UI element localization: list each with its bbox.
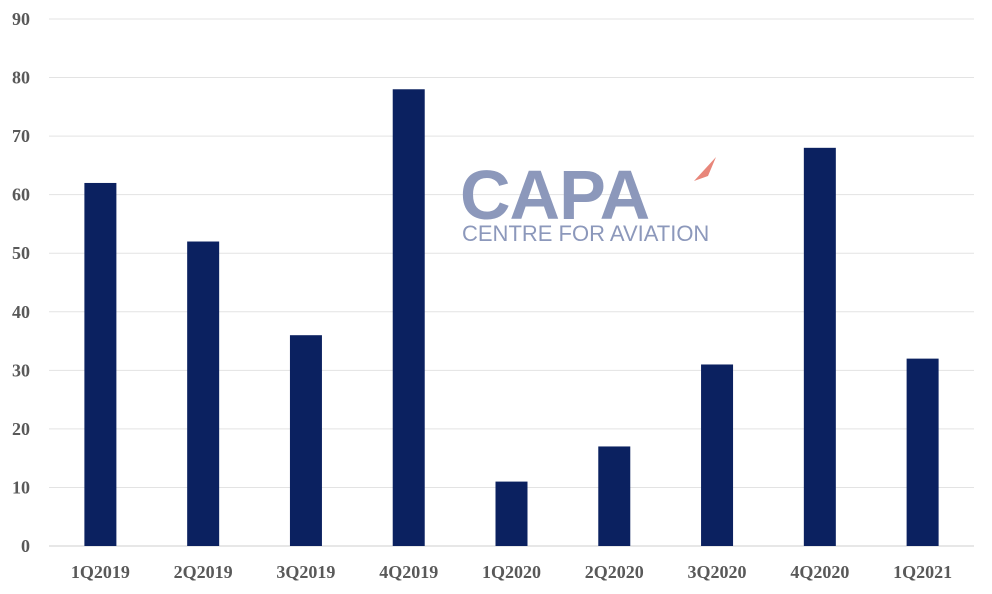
x-tick-label: 1Q2019 bbox=[71, 562, 130, 582]
bar-3Q2019 bbox=[289, 335, 322, 546]
x-axis-labels: 1Q2019 2Q2019 3Q2019 4Q2019 1Q2020 2Q2020 3Q20… bbox=[71, 562, 952, 582]
x-tick-label: 2Q2020 bbox=[585, 562, 644, 582]
bar-1Q2020 bbox=[495, 481, 528, 546]
x-tick-label: 4Q2019 bbox=[379, 562, 438, 582]
y-tick-label: 90 bbox=[12, 9, 30, 29]
bar-2Q2019 bbox=[187, 241, 220, 546]
bars bbox=[84, 89, 939, 547]
x-tick-label: 1Q2020 bbox=[482, 562, 541, 582]
y-tick-label: 30 bbox=[12, 360, 30, 380]
y-tick-label: 50 bbox=[12, 243, 30, 263]
y-tick-label: 70 bbox=[12, 126, 30, 146]
x-tick-label: 2Q2019 bbox=[174, 562, 233, 582]
bar-3Q2020 bbox=[701, 364, 734, 546]
y-tick-label: 0 bbox=[21, 536, 30, 556]
x-tick-label: 1Q2021 bbox=[893, 562, 952, 582]
y-tick-label: 10 bbox=[12, 477, 30, 497]
y-tick-label: 40 bbox=[12, 302, 30, 322]
y-tick-label: 80 bbox=[12, 68, 30, 88]
y-tick-label: 60 bbox=[12, 185, 30, 205]
logo-swoosh-icon bbox=[694, 157, 716, 181]
logo-tagline: CENTRE FOR AVIATION bbox=[462, 221, 709, 246]
x-tick-label: 3Q2019 bbox=[276, 562, 335, 582]
bar-2Q2020 bbox=[598, 446, 631, 546]
bar-1Q2019 bbox=[84, 182, 117, 546]
bar-4Q2019 bbox=[392, 89, 425, 547]
x-tick-label: 3Q2020 bbox=[688, 562, 747, 582]
bar-1Q2021 bbox=[906, 358, 939, 546]
capa-watermark-logo: CAPA CENTRE FOR AVIATION bbox=[460, 156, 716, 246]
x-tick-label: 4Q2020 bbox=[790, 562, 849, 582]
y-tick-label: 20 bbox=[12, 419, 30, 439]
logo-word: CAPA bbox=[460, 156, 649, 234]
y-axis-ticks: 0 10 20 30 40 50 60 70 80 90 bbox=[12, 9, 30, 556]
bar-4Q2020 bbox=[803, 147, 836, 547]
